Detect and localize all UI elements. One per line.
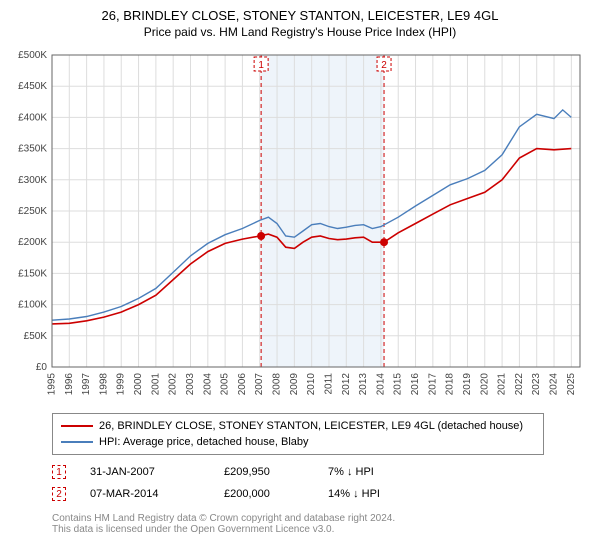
svg-text:2017: 2017: [427, 373, 438, 396]
page-title: 26, BRINDLEY CLOSE, STONEY STANTON, LEIC…: [8, 8, 592, 23]
svg-text:2010: 2010: [306, 373, 317, 396]
svg-text:2019: 2019: [462, 373, 473, 396]
svg-text:1998: 1998: [98, 373, 109, 396]
svg-text:2014: 2014: [375, 373, 386, 396]
svg-text:1997: 1997: [81, 373, 92, 396]
legend-item: HPI: Average price, detached house, Blab…: [61, 434, 535, 450]
svg-text:2012: 2012: [341, 373, 352, 396]
svg-text:2002: 2002: [168, 373, 179, 396]
event-price: £209,950: [224, 466, 304, 478]
legend-label: HPI: Average price, detached house, Blab…: [99, 436, 309, 448]
event-date: 07-MAR-2014: [90, 488, 200, 500]
svg-text:2009: 2009: [289, 373, 300, 396]
page-subtitle: Price paid vs. HM Land Registry's House …: [8, 25, 592, 39]
event-pct: 7% ↓ HPI: [328, 466, 428, 478]
event-row: 1 31-JAN-2007 £209,950 7% ↓ HPI: [52, 461, 544, 483]
svg-text:2013: 2013: [358, 373, 369, 396]
footer-attribution: Contains HM Land Registry data © Crown c…: [52, 513, 544, 535]
svg-text:£350K: £350K: [18, 144, 47, 155]
svg-text:2025: 2025: [566, 373, 577, 396]
event-table: 1 31-JAN-2007 £209,950 7% ↓ HPI 2 07-MAR-2014…: [52, 461, 544, 505]
svg-text:2023: 2023: [531, 373, 542, 396]
svg-text:2: 2: [381, 60, 387, 71]
event-marker: 2: [52, 487, 66, 501]
svg-text:2005: 2005: [220, 373, 231, 396]
svg-text:1999: 1999: [116, 373, 127, 396]
svg-text:£0: £0: [36, 362, 48, 373]
svg-text:2024: 2024: [549, 373, 560, 396]
svg-text:2008: 2008: [272, 373, 283, 396]
svg-text:£450K: £450K: [18, 81, 47, 92]
svg-text:2004: 2004: [202, 373, 213, 396]
svg-text:1995: 1995: [47, 373, 58, 396]
svg-text:£300K: £300K: [18, 175, 47, 186]
svg-text:£400K: £400K: [18, 112, 47, 123]
svg-text:£50K: £50K: [24, 331, 48, 342]
svg-text:2007: 2007: [254, 373, 265, 396]
svg-text:1996: 1996: [64, 373, 75, 396]
svg-text:£500K: £500K: [18, 50, 47, 61]
svg-text:1: 1: [258, 60, 264, 71]
event-date: 31-JAN-2007: [90, 466, 200, 478]
svg-text:2020: 2020: [479, 373, 490, 396]
legend: 26, BRINDLEY CLOSE, STONEY STANTON, LEIC…: [52, 413, 544, 455]
event-price: £200,000: [224, 488, 304, 500]
event-marker: 1: [52, 465, 66, 479]
svg-text:2015: 2015: [393, 373, 404, 396]
svg-text:£150K: £150K: [18, 268, 47, 279]
legend-swatch: [61, 441, 93, 443]
svg-text:2016: 2016: [410, 373, 421, 396]
footer-line-2: This data is licensed under the Open Gov…: [52, 524, 544, 535]
svg-text:2011: 2011: [323, 373, 334, 395]
event-pct: 14% ↓ HPI: [328, 488, 428, 500]
svg-text:£200K: £200K: [18, 237, 47, 248]
svg-text:2000: 2000: [133, 373, 144, 396]
svg-text:£100K: £100K: [18, 300, 47, 311]
svg-text:2018: 2018: [445, 373, 456, 396]
legend-item: 26, BRINDLEY CLOSE, STONEY STANTON, LEIC…: [61, 418, 535, 434]
svg-text:2022: 2022: [514, 373, 525, 396]
svg-text:2006: 2006: [237, 373, 248, 396]
footer-line-1: Contains HM Land Registry data © Crown c…: [52, 513, 544, 524]
svg-text:2001: 2001: [150, 373, 161, 396]
event-row: 2 07-MAR-2014 £200,000 14% ↓ HPI: [52, 483, 544, 505]
svg-text:£250K: £250K: [18, 206, 47, 217]
price-chart: £0 £50K £100K £150K £200K £250K £300K £350K £400…: [8, 47, 592, 407]
legend-label: 26, BRINDLEY CLOSE, STONEY STANTON, LEIC…: [99, 420, 523, 432]
legend-swatch: [61, 425, 93, 427]
svg-text:2003: 2003: [185, 373, 196, 396]
svg-text:2021: 2021: [497, 373, 508, 396]
